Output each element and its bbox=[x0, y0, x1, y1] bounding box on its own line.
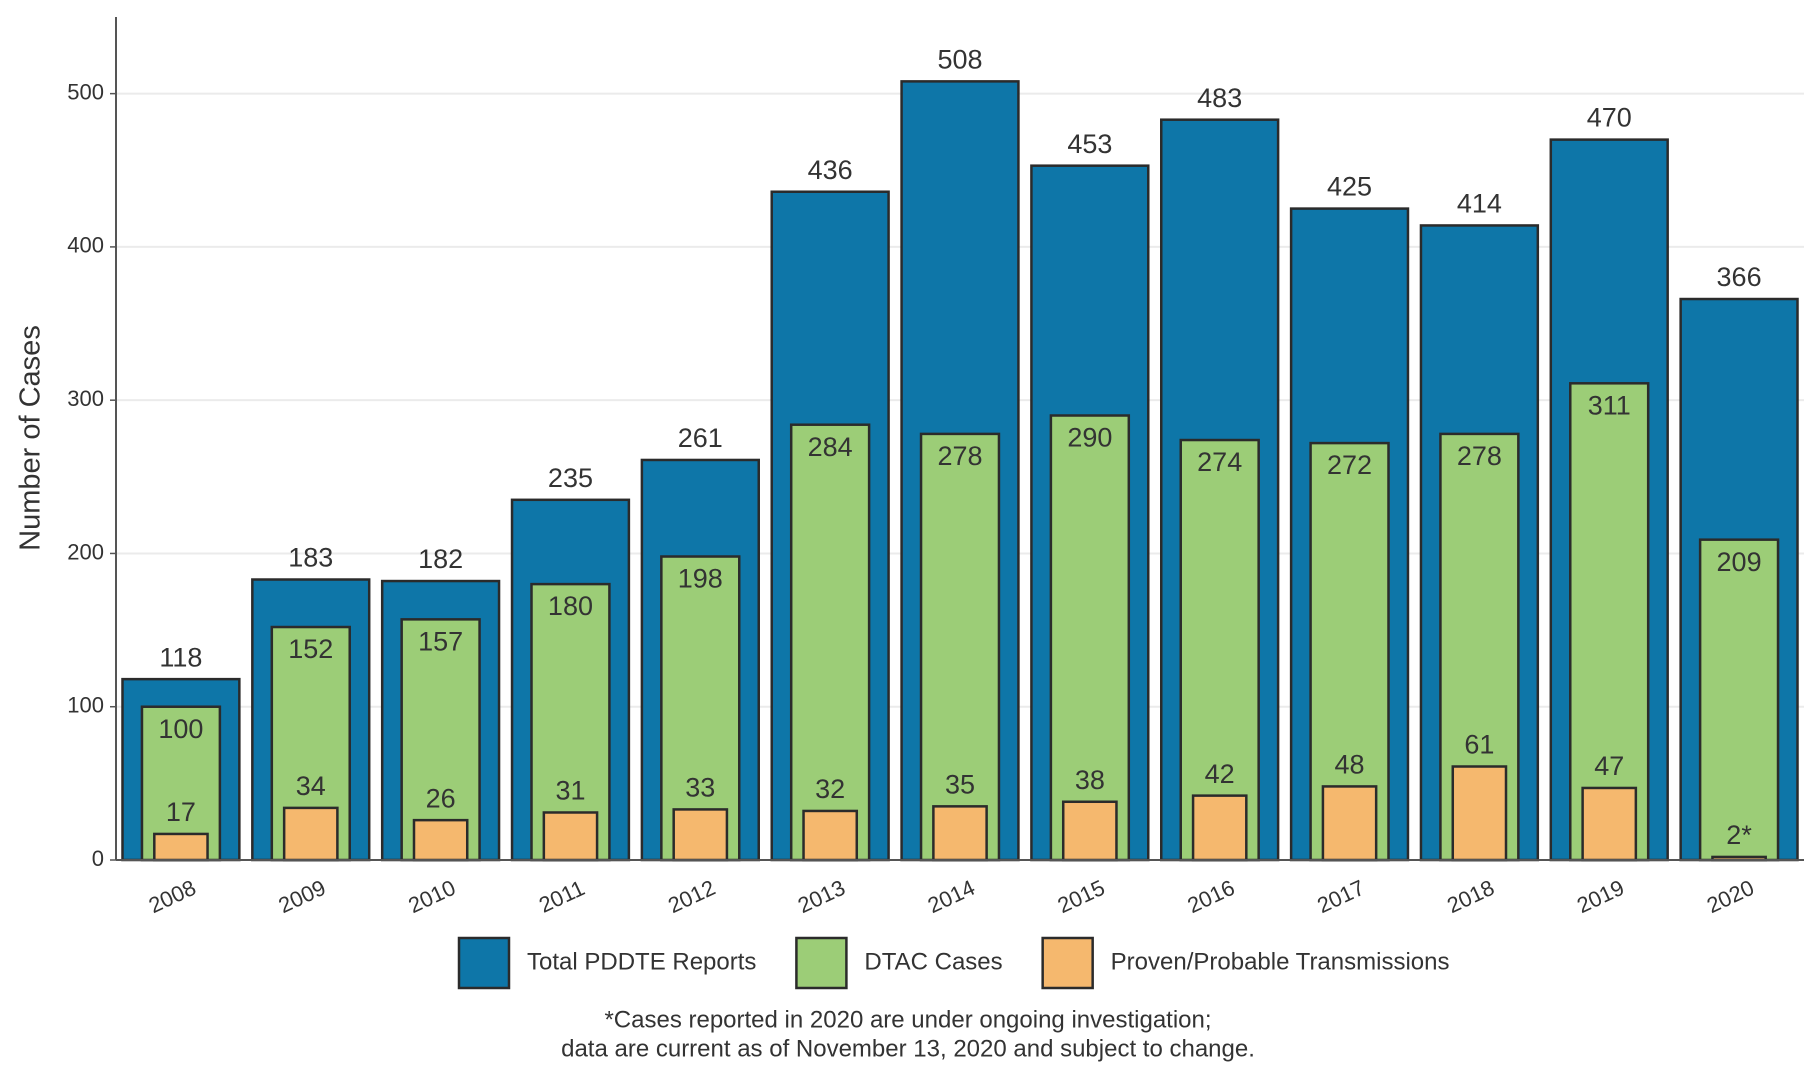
x-tick-label: 2009 bbox=[275, 875, 330, 918]
y-axis-title: Number of Cases bbox=[15, 325, 47, 551]
value-label: 32 bbox=[815, 774, 845, 804]
value-label: 414 bbox=[1457, 189, 1502, 219]
bar bbox=[1698, 538, 1780, 862]
value-label: 47 bbox=[1594, 751, 1624, 781]
x-tick-label: 2012 bbox=[664, 875, 719, 918]
value-label: 180 bbox=[548, 591, 593, 621]
value-label: 26 bbox=[426, 783, 456, 813]
bar bbox=[542, 811, 599, 862]
value-label: 118 bbox=[159, 642, 202, 672]
value-label: 284 bbox=[808, 432, 853, 462]
legend-label: Total PDDTE Reports bbox=[527, 948, 756, 975]
x-tick-label: 2014 bbox=[924, 875, 979, 918]
bar bbox=[282, 806, 339, 862]
bar bbox=[1569, 382, 1650, 862]
legend-label: Proven/Probable Transmissions bbox=[1111, 948, 1450, 975]
value-label: 38 bbox=[1075, 765, 1105, 795]
bar bbox=[789, 423, 871, 862]
x-tick-label: 2010 bbox=[404, 875, 459, 918]
bar bbox=[802, 809, 859, 862]
value-label: 436 bbox=[808, 155, 853, 185]
footnote: data are current as of November 13, 2020… bbox=[561, 1035, 1255, 1062]
bar bbox=[1191, 794, 1248, 862]
value-label: 311 bbox=[1588, 390, 1631, 420]
bar bbox=[1049, 414, 1131, 862]
y-tick-label: 300 bbox=[67, 386, 104, 411]
y-tick-label: 100 bbox=[67, 693, 104, 718]
value-label: 183 bbox=[288, 543, 333, 573]
bar bbox=[1581, 786, 1638, 862]
value-label: 425 bbox=[1327, 172, 1372, 202]
value-label: 483 bbox=[1197, 83, 1242, 113]
bar bbox=[1451, 765, 1508, 862]
y-tick-label: 400 bbox=[67, 233, 104, 258]
x-tick-label: 2008 bbox=[145, 875, 200, 918]
bar bbox=[932, 805, 988, 862]
x-tick-label: 2015 bbox=[1054, 875, 1109, 918]
value-label: 366 bbox=[1717, 262, 1762, 292]
value-label: 42 bbox=[1205, 759, 1235, 789]
value-label: 31 bbox=[555, 776, 585, 806]
bar bbox=[1179, 438, 1260, 862]
value-label: 508 bbox=[937, 44, 982, 74]
value-label: 470 bbox=[1587, 103, 1632, 133]
x-tick-label: 2020 bbox=[1703, 875, 1758, 918]
x-tick-label: 2018 bbox=[1443, 875, 1498, 918]
value-label: 261 bbox=[678, 423, 723, 453]
x-tick-label: 2013 bbox=[794, 875, 849, 918]
value-label: 157 bbox=[418, 626, 463, 656]
legend-label: DTAC Cases bbox=[864, 948, 1002, 975]
bar bbox=[412, 818, 469, 862]
value-label: 453 bbox=[1067, 129, 1112, 159]
bar bbox=[1061, 800, 1118, 862]
value-label: 209 bbox=[1717, 547, 1762, 577]
value-label: 100 bbox=[158, 714, 203, 744]
bar bbox=[672, 808, 729, 862]
x-tick-label: 2016 bbox=[1184, 875, 1239, 918]
footnote: *Cases reported in 2020 are under ongoin… bbox=[604, 1006, 1211, 1033]
value-label: 278 bbox=[937, 441, 982, 471]
value-label: 35 bbox=[945, 769, 975, 799]
value-label: 182 bbox=[418, 544, 463, 574]
y-tick-label: 200 bbox=[67, 539, 104, 564]
value-label: 235 bbox=[548, 463, 593, 493]
value-label: 290 bbox=[1067, 423, 1112, 453]
value-label: 278 bbox=[1457, 441, 1502, 471]
value-label: 152 bbox=[288, 634, 333, 664]
value-label: 2* bbox=[1726, 820, 1752, 850]
x-tick-label: 2017 bbox=[1313, 875, 1368, 918]
bar bbox=[153, 832, 209, 862]
legend-swatch bbox=[1041, 936, 1094, 990]
x-tick-label: 2011 bbox=[535, 875, 588, 918]
y-tick-label: 0 bbox=[92, 846, 104, 871]
value-label: 17 bbox=[166, 797, 196, 827]
value-label: 33 bbox=[685, 773, 715, 803]
y-tick-label: 500 bbox=[67, 79, 104, 104]
bar bbox=[1321, 785, 1378, 862]
value-label: 34 bbox=[296, 771, 326, 801]
value-label: 272 bbox=[1327, 450, 1372, 480]
value-label: 274 bbox=[1197, 447, 1242, 477]
x-tick-label: 2019 bbox=[1573, 875, 1628, 918]
legend-swatch bbox=[795, 936, 848, 990]
legend-swatch bbox=[457, 936, 511, 990]
value-label: 198 bbox=[678, 564, 723, 594]
value-label: 61 bbox=[1464, 730, 1494, 760]
value-label: 48 bbox=[1335, 750, 1365, 780]
